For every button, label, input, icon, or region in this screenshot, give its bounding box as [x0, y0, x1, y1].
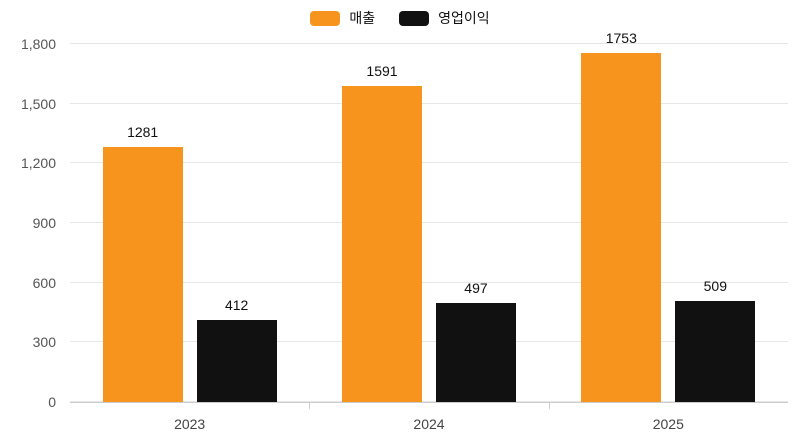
bar-2023-매출: 1281	[102, 124, 183, 402]
legend-label-revenue: 매출	[349, 10, 376, 26]
legend-label-operating-profit: 영업이익	[438, 10, 490, 26]
gridline	[70, 401, 788, 402]
gridline	[70, 341, 788, 343]
gridline	[70, 102, 788, 104]
x-tick-label: 2024	[413, 416, 445, 432]
y-tick-label: 0	[48, 394, 56, 410]
bar-value-label: 497	[464, 280, 488, 297]
operating-profit-swatch-icon	[399, 10, 430, 26]
x-axis: 2023 2024 2025	[70, 416, 788, 432]
y-tick-label: 1,500	[20, 95, 56, 112]
plot-area: 0 300 600 900 1,200 1,500 1,800 1281 412 1591 497 1…	[21, 30, 788, 410]
bar-group-2025: 1753 509	[549, 30, 788, 402]
y-tick-label: 300	[32, 334, 56, 351]
bar-value-label: 509	[703, 277, 727, 294]
bar-2024-영업이익: 497	[435, 280, 516, 402]
bar-groups: 1281 412 1591 497 1753 509	[70, 30, 788, 402]
bar-group-2024: 1591 497	[309, 44, 548, 402]
bar-value-label: 1281	[127, 124, 159, 141]
bar-2025-영업이익: 509	[675, 278, 756, 402]
bar-2023-영업이익: 412	[196, 297, 277, 402]
legend-item-operating-profit: 영업이익	[399, 8, 490, 28]
legend-item-revenue: 매출	[310, 8, 375, 28]
legend: 매출 영업이익	[0, 8, 800, 28]
bar-group-2023: 1281 412	[70, 44, 309, 402]
y-tick-label: 600	[32, 274, 56, 291]
gridline	[70, 281, 788, 283]
bar-value-label: 1753	[605, 30, 637, 47]
gridline	[70, 162, 788, 164]
axis-tick	[548, 402, 550, 409]
bar-value-label: 1591	[366, 62, 398, 79]
bar-2024-매출: 1591	[341, 63, 422, 402]
y-tick-label: 900	[32, 215, 56, 231]
bar-2025-매출: 1753	[581, 30, 662, 402]
revenue-swatch-icon	[310, 10, 341, 26]
y-tick-label: 1,200	[20, 155, 56, 172]
gridline	[70, 43, 788, 44]
bar-value-label: 412	[224, 297, 249, 314]
x-tick-label: 2025	[652, 416, 684, 432]
x-tick-label: 2023	[174, 416, 206, 432]
axis-tick	[309, 402, 311, 409]
y-tick-label: 1,800	[20, 36, 56, 52]
gridline	[70, 222, 788, 223]
